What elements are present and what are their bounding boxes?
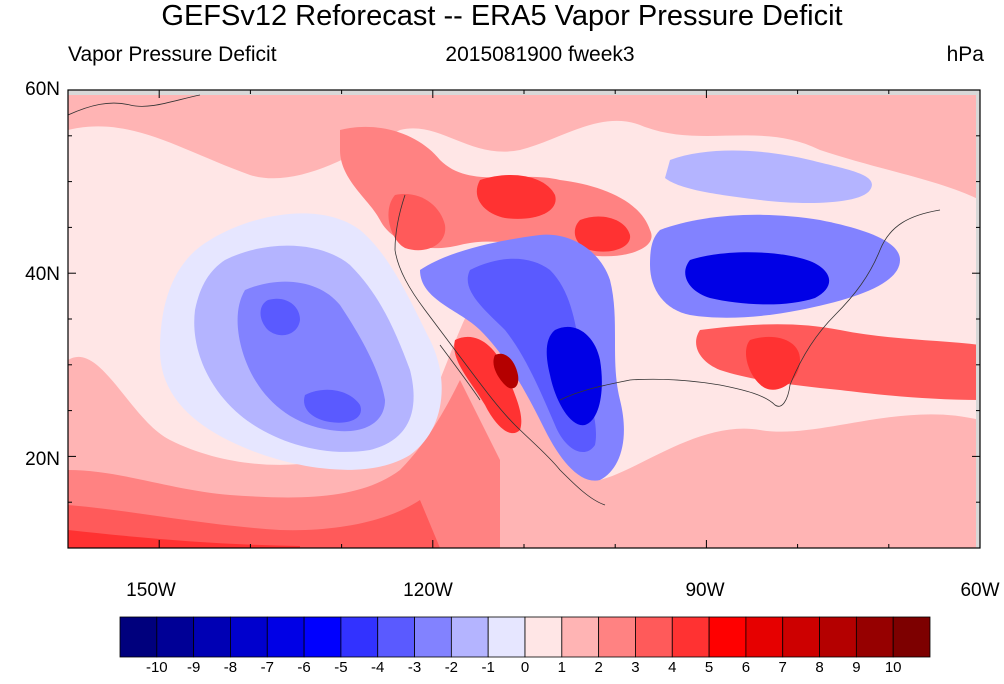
colorbar-tick-label: 2 <box>594 659 603 676</box>
field-east-blue-core <box>685 252 830 305</box>
colorbar-swatch <box>855 616 894 658</box>
colorbar-tick-label: 5 <box>704 659 714 676</box>
lon-label-60w: 60W <box>960 580 1000 601</box>
field-pacific-blue-core2 <box>260 298 300 336</box>
axis-ticks <box>67 89 981 549</box>
field-light-red-south <box>68 300 980 548</box>
lat-label-60n: 60N <box>25 79 60 100</box>
variable-label: Vapor Pressure Deficit <box>68 43 277 66</box>
colorbar-tick-label: 8 <box>815 659 824 676</box>
field-red-southwest-core <box>68 500 440 548</box>
colorbar-tick-label: -7 <box>260 659 274 676</box>
field-pacific-blue-core <box>304 389 361 423</box>
lon-label-120w: 120W <box>403 580 453 601</box>
colorbar-swatch <box>340 616 379 658</box>
colorbar-swatch <box>450 616 489 658</box>
colorbar-tick-label: 10 <box>884 659 902 676</box>
colorbar-swatch <box>119 616 158 658</box>
colorbar-swatch <box>782 616 820 658</box>
colorbar-tick-label: 0 <box>520 659 530 676</box>
colorbar-swatch <box>892 616 931 658</box>
lon-label-90w: 90W <box>685 580 725 601</box>
colorbar-tick-label: -5 <box>334 659 348 676</box>
colorbar-tick-label: -8 <box>223 659 238 676</box>
colorbar-tick-label: -6 <box>297 659 311 676</box>
lon-label-150w: 150W <box>126 580 176 601</box>
colorbar-swatch <box>745 616 784 658</box>
field-texas-blue-core <box>546 326 602 426</box>
units-label: hPa <box>946 43 984 66</box>
colorbar-swatch <box>561 616 600 658</box>
colorbar-swatch <box>193 616 231 658</box>
lat-label-20n: 20N <box>25 449 60 470</box>
colorbar-swatch <box>819 616 857 658</box>
coastline-gulf <box>559 378 791 407</box>
field-northern-plains-red-core <box>476 175 556 219</box>
colorbar-swatch <box>671 616 710 658</box>
colorbar-tick-label: 7 <box>778 659 787 676</box>
field-canada-blue <box>665 150 872 203</box>
coastline-alaska <box>68 94 201 116</box>
map-title: GEFSv12 Reforecast -- ERA5 Vapor Pressur… <box>161 0 843 32</box>
vpd-field <box>68 90 980 548</box>
field-bright-red-edge <box>68 530 300 548</box>
coastline-baja <box>439 344 481 401</box>
colorbar-swatch <box>377 616 415 658</box>
colorbar-swatch <box>266 616 305 658</box>
colorbar-tick-label: 3 <box>631 659 640 676</box>
colorbar-tick-label: 4 <box>668 659 677 676</box>
coastlines <box>68 94 941 506</box>
coastline-east <box>789 209 941 386</box>
colorbar-swatch <box>303 616 342 658</box>
colorbar-swatch <box>156 616 195 658</box>
colorbar-swatch <box>708 616 747 658</box>
lat-label-40n: 40N <box>25 264 60 285</box>
colorbar-swatch <box>230 616 268 658</box>
colorbar-tick-label: 1 <box>557 659 566 676</box>
colorbar-tick-label: 6 <box>741 659 751 676</box>
forecast-date-label: 2015081900 fweek3 <box>445 43 635 66</box>
field-mexico-dark-red <box>493 353 519 389</box>
field-light-red-north <box>68 90 980 200</box>
field-red-southwest <box>68 380 500 548</box>
colorbar-swatch <box>414 616 452 658</box>
colorbar-swatch <box>487 616 526 658</box>
colorbar-tick-label: -4 <box>371 659 385 676</box>
colorbar-tick-label: -3 <box>407 659 422 676</box>
field-northwest-red <box>388 194 446 251</box>
coastline-west <box>394 194 606 506</box>
colorbar-tick-label: -10 <box>145 659 168 676</box>
colorbar-swatch <box>524 616 563 658</box>
colorbar-swatch <box>598 616 636 658</box>
colorbar-tick-label: 9 <box>852 659 861 676</box>
field-southeast-red-core <box>745 336 800 390</box>
colorbar-swatch <box>635 616 673 658</box>
field-dakotas-red-core <box>574 216 631 252</box>
colorbar-tick-label: -9 <box>186 659 201 676</box>
field-mexico-red <box>454 336 522 434</box>
colorbar-tick-label: -2 <box>444 659 459 676</box>
colorbar-tick-label: -1 <box>481 659 495 676</box>
